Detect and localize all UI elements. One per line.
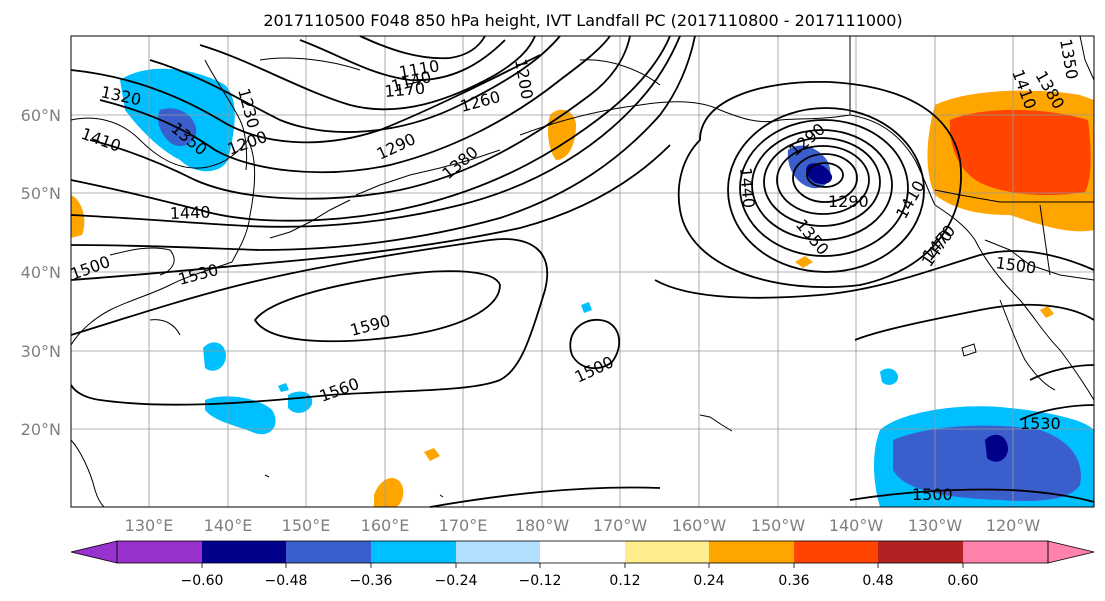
colorbar-segment xyxy=(202,541,286,563)
colorbar-segment xyxy=(117,541,202,563)
shading-neg-se-deep xyxy=(985,434,1008,462)
longitude-labels: 130°E 140°E 150°E 160°E 170°E 180°W 170°… xyxy=(125,516,1041,535)
lat-label: 50°N xyxy=(21,184,61,203)
shading-neg-patch-4 xyxy=(278,383,289,392)
colorbar-extend-low xyxy=(70,540,118,564)
colorbar-tick-label: 0.36 xyxy=(778,573,809,589)
lon-label: 160°W xyxy=(672,516,727,535)
shading-neg-patch-6 xyxy=(880,368,899,385)
colorbar-tick-label: 0.24 xyxy=(693,573,724,589)
map-title: 2017110500 F048 850 hPa height, IVT Land… xyxy=(263,11,902,30)
colorbar-segment xyxy=(878,541,963,563)
contour-label: 1440 xyxy=(169,203,210,223)
lon-label: 130°E xyxy=(125,516,174,535)
shading-neg-se-core xyxy=(893,425,1081,502)
shading-pos-patch-2 xyxy=(71,195,85,238)
contour-label: 1170 xyxy=(384,79,426,101)
shading-pos-patch-3 xyxy=(374,477,404,507)
colorbar-tick-label: 0.48 xyxy=(862,573,893,589)
shading-pos-patch-6 xyxy=(1040,306,1054,318)
lat-label: 60°N xyxy=(21,106,61,125)
colorbar-segment xyxy=(286,541,371,563)
colorbar-segment xyxy=(963,541,1048,563)
colorbar-tick-label: −0.12 xyxy=(519,573,562,589)
colorbar-segment xyxy=(456,541,540,563)
colorbar-tick-label: 0.60 xyxy=(947,573,978,589)
shading-pos-ne-core xyxy=(949,109,1091,196)
shading-neg-patch-2 xyxy=(205,396,276,435)
colorbar-segment xyxy=(794,541,878,563)
lat-label: 40°N xyxy=(21,263,61,282)
contour-label: 1290 xyxy=(828,192,869,211)
map-panel: 1110 1140 1170 1200 1260 1290 1320 1350 … xyxy=(68,35,1095,508)
shading-neg-patch-5 xyxy=(581,302,592,313)
political-borders xyxy=(849,35,1095,281)
height-contours xyxy=(70,35,1095,508)
shading-pos-patch-5 xyxy=(795,256,813,268)
lon-label: 180°W xyxy=(515,516,570,535)
latitude-labels: 60°N 50°N 40°N 30°N 20°N xyxy=(21,106,61,439)
colorbar-extend-high xyxy=(1047,540,1095,564)
colorbar-segment xyxy=(709,541,794,563)
colorbar-segment xyxy=(371,541,456,563)
lat-label: 30°N xyxy=(21,342,61,361)
colorbar-tick-label: −0.60 xyxy=(181,573,224,589)
contour-label: 1440 xyxy=(736,167,758,209)
shading-pos-patch-4 xyxy=(424,448,440,461)
ivt-shading xyxy=(71,68,1094,507)
colorbar-tick-label: −0.48 xyxy=(265,573,308,589)
colorbar-tick-label: 0.12 xyxy=(609,573,640,589)
colorbar-tick-labels: −0.60 −0.48 −0.36 −0.24 −0.12 0.12 0.24 … xyxy=(181,573,979,589)
colorbar-segment xyxy=(540,541,625,563)
contour-label: 1530 xyxy=(1020,414,1061,433)
lon-label: 140°E xyxy=(204,516,253,535)
lon-label: 140°W xyxy=(829,516,884,535)
lon-label: 130°W xyxy=(908,516,963,535)
shading-pos-patch-1 xyxy=(548,109,576,160)
lon-label: 120°W xyxy=(986,516,1041,535)
lon-label: 160°E xyxy=(361,516,410,535)
contour-label: 1500 xyxy=(912,485,953,504)
colorbar-tick-label: −0.24 xyxy=(435,573,478,589)
lon-label: 170°E xyxy=(439,516,488,535)
colorbar-ticks xyxy=(201,563,964,568)
colorbar-segment xyxy=(625,541,709,563)
lat-label: 20°N xyxy=(21,420,61,439)
colorbar: −0.60 −0.48 −0.36 −0.24 −0.12 0.12 0.24 … xyxy=(70,540,1095,589)
colorbar-tick-label: −0.36 xyxy=(350,573,393,589)
lon-label: 150°W xyxy=(751,516,806,535)
lon-label: 170°W xyxy=(593,516,648,535)
shading-neg-patch-1 xyxy=(203,342,226,371)
coastlines xyxy=(70,57,1095,508)
lon-label: 150°E xyxy=(282,516,331,535)
shading-neg-gulf-core xyxy=(806,163,833,184)
